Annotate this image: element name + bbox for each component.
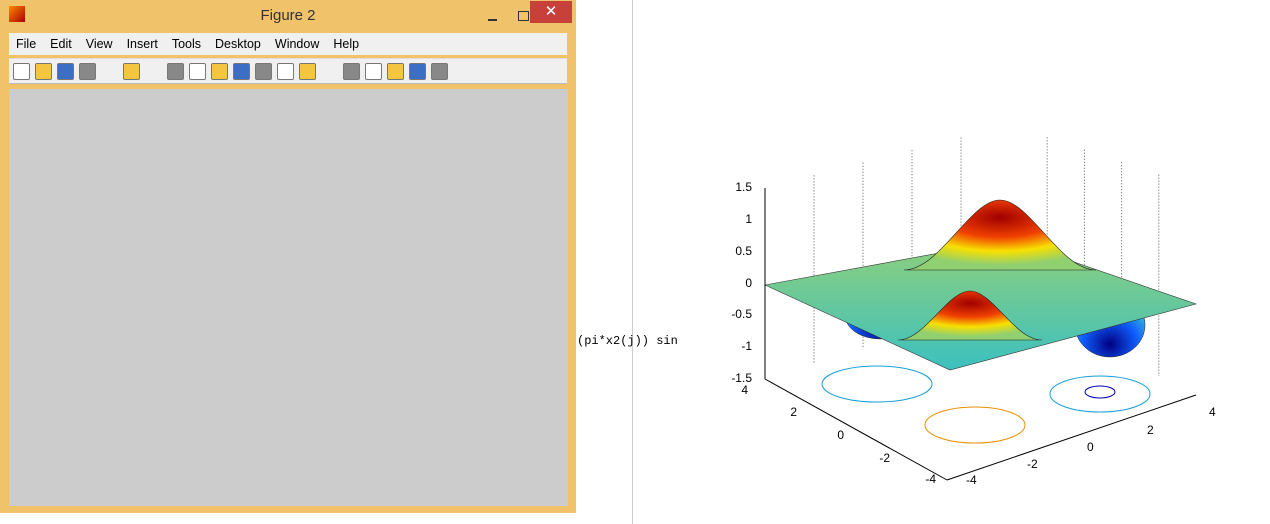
- z-tick-label: 0.5: [735, 244, 752, 258]
- tool-button[interactable]: [277, 63, 294, 80]
- tool-button[interactable]: [387, 63, 404, 80]
- side-wall: [1010, 125, 1196, 395]
- menu-item[interactable]: Tools: [171, 37, 202, 51]
- axis-line: [764, 378, 948, 481]
- x-tick-label: 0: [1087, 440, 1094, 454]
- tool-button[interactable]: [189, 63, 206, 80]
- contour: [821, 365, 933, 403]
- y-tick-label: 4: [741, 383, 748, 397]
- tool-button[interactable]: [123, 63, 140, 80]
- z-tick-label: -1.5: [731, 371, 752, 385]
- tool-button[interactable]: [79, 63, 96, 80]
- z-tick-label: -1: [741, 339, 752, 353]
- tool-button[interactable]: [167, 63, 184, 80]
- z-tick-label: 0: [745, 276, 752, 290]
- surface-dip: [1074, 292, 1146, 358]
- floor: [765, 300, 1196, 480]
- tool-button[interactable]: [431, 63, 448, 80]
- menu-item[interactable]: Insert: [126, 37, 158, 51]
- tool-button[interactable]: [13, 63, 30, 80]
- maximize-button[interactable]: [518, 11, 529, 21]
- z-tick-label: 1.5: [735, 180, 752, 194]
- title-bar: Figure 2 ✕: [1, 1, 575, 31]
- z-tick-label: -0.5: [731, 307, 752, 321]
- tool-button[interactable]: [35, 63, 52, 80]
- toolbar: [9, 58, 567, 84]
- axis-line: [946, 394, 1197, 481]
- surface-peak: [903, 199, 1097, 271]
- tool-button[interactable]: [57, 63, 74, 80]
- tool-button[interactable]: [211, 63, 228, 80]
- x-tick-label: 4: [1209, 405, 1216, 419]
- menu-bar: File Edit View Insert Tools Desktop Window Help: [9, 33, 567, 55]
- divider: [632, 0, 633, 524]
- close-button[interactable]: ✕: [530, 1, 572, 23]
- y-tick-label: 2: [790, 405, 797, 419]
- contour: [1049, 375, 1151, 413]
- minimize-button[interactable]: [479, 1, 505, 25]
- x-tick-label: -4: [966, 473, 977, 487]
- surface-peak: [897, 290, 1043, 341]
- plot-area: [9, 89, 568, 506]
- y-tick-label: -4: [925, 472, 936, 486]
- tool-button[interactable]: [365, 63, 382, 80]
- tool-button[interactable]: [343, 63, 360, 80]
- contour: [924, 406, 1026, 444]
- x-tick-label: 2: [1147, 423, 1154, 437]
- menu-item[interactable]: Help: [333, 37, 360, 51]
- surface: [764, 239, 1198, 371]
- menu-item[interactable]: Edit: [50, 37, 72, 51]
- tool-button[interactable]: [233, 63, 250, 80]
- tool-button[interactable]: [299, 63, 316, 80]
- menu-item[interactable]: File: [16, 37, 37, 51]
- minimize-button[interactable]: [488, 19, 497, 21]
- tool-button[interactable]: [409, 63, 426, 80]
- z-tick-label: 1: [745, 212, 752, 226]
- y-tick-label: 0: [837, 428, 844, 442]
- code-text: (pi*x2(j)) sin: [577, 334, 678, 348]
- back-wall: [765, 125, 1010, 379]
- figure-window: Figure 2 ✕ File Edit View Insert Tools Desktop W…: [0, 0, 576, 513]
- menu-item[interactable]: Window: [274, 37, 320, 51]
- app-icon: [9, 6, 25, 22]
- y-tick-label: -2: [879, 451, 890, 465]
- menu-item[interactable]: View: [85, 37, 113, 51]
- contour: [1084, 385, 1116, 399]
- x-tick-label: -2: [1027, 457, 1038, 471]
- surface-dip: [844, 290, 916, 340]
- menu-item[interactable]: Desktop: [215, 37, 261, 51]
- tool-button[interactable]: [255, 63, 272, 80]
- window-title: Figure 2: [260, 7, 316, 24]
